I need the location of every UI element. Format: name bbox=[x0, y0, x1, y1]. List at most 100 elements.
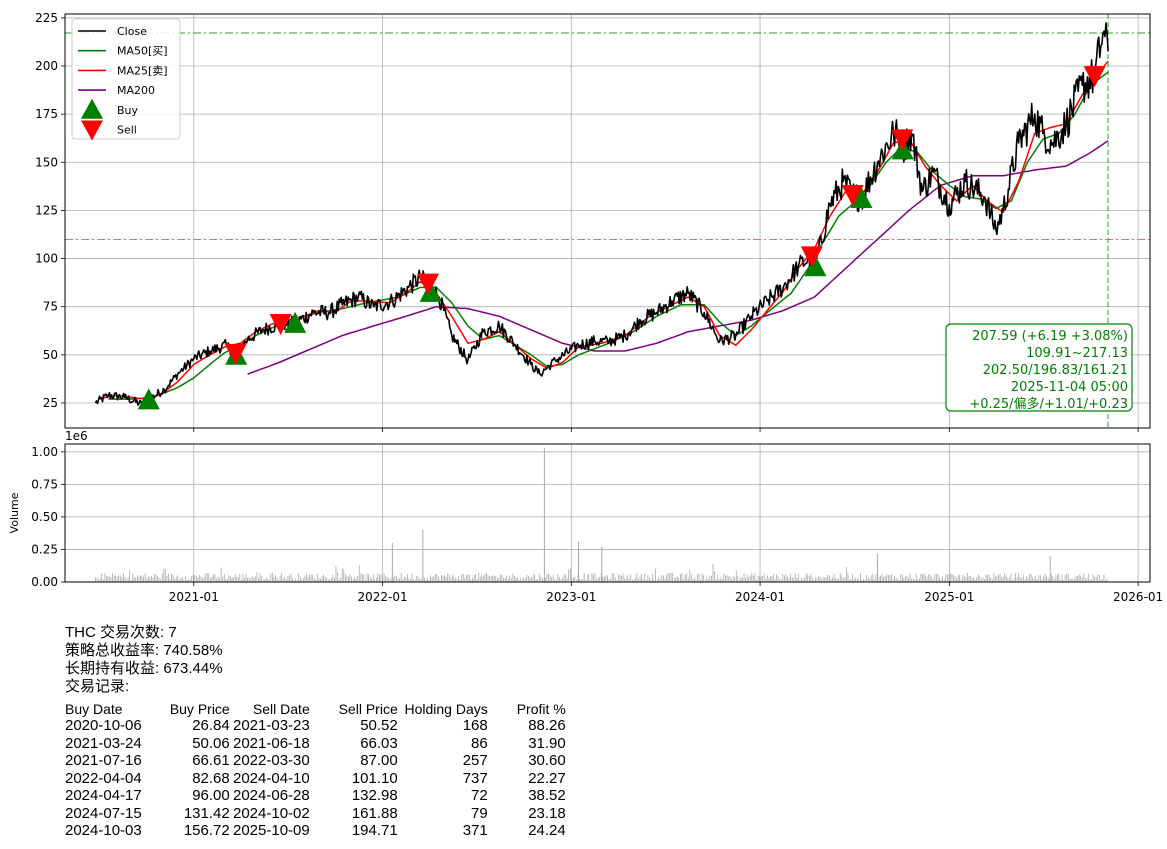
table-cell: 50.06 bbox=[192, 734, 230, 752]
volume-offset-text: 1e6 bbox=[65, 429, 88, 443]
table-cell: 2021-03-23 bbox=[233, 717, 310, 735]
table-cell: 72 bbox=[471, 787, 488, 805]
table-cell: 79 bbox=[471, 804, 488, 822]
legend-sell-swatch bbox=[81, 120, 103, 141]
quote-annotation: 207.59 (+6.19 +3.08%) 109.91~217.13 202.50… bbox=[945, 323, 1133, 412]
volume-y-tick-label: 0.50 bbox=[31, 510, 58, 524]
table-cell: 2021-07-16 bbox=[65, 752, 142, 770]
table-cell: 257 bbox=[462, 752, 488, 770]
table-cell: 2024-10-03 bbox=[65, 822, 142, 840]
legend-close-label: Close bbox=[117, 25, 147, 38]
volume-panel: 0.00 0.25 0.50 0.75 1.00 2021-01 2022-01 2023-0… bbox=[8, 429, 1163, 604]
table-cell: 2024-04-10 bbox=[233, 769, 310, 787]
header-holding-days: Holding Days bbox=[404, 700, 488, 717]
table-cell: 2024-04-17 bbox=[65, 787, 142, 805]
price-y-tick-label: 200 bbox=[35, 59, 58, 73]
table-cell: 24.24 bbox=[528, 822, 566, 840]
table-cell: 23.18 bbox=[528, 804, 566, 822]
legend-box bbox=[71, 18, 181, 140]
table-cell: 2024-06-28 bbox=[233, 787, 310, 805]
header-buy-price: Buy Price bbox=[169, 700, 230, 717]
table-cell: 96.00 bbox=[192, 787, 230, 805]
strategy-summary: THC 交易次数: 7 策略总收益率: 740.58% 长期持有收益: 673.… bbox=[65, 624, 223, 696]
volume-bars bbox=[95, 447, 1108, 582]
quote-annotation-line: 202.50/196.83/161.21 bbox=[983, 363, 1128, 378]
table-cell: 371 bbox=[462, 822, 488, 840]
table-cell: 132.98 bbox=[351, 787, 398, 805]
sell-marker bbox=[891, 129, 914, 151]
price-y-tick-label: 225 bbox=[35, 11, 58, 25]
volume-x-tick-label: 2021-01 bbox=[169, 590, 219, 604]
legend-buy-label: Buy bbox=[117, 104, 139, 117]
trade-log-table: Buy Date Buy Price Sell Date Sell Price … bbox=[65, 700, 566, 840]
volume-x-tick-label: 2025-01 bbox=[924, 590, 974, 604]
price-y-tick-label: 175 bbox=[35, 107, 58, 121]
quote-annotation-line: 207.59 (+6.19 +3.08%) bbox=[972, 329, 1128, 344]
table-cell: 2022-03-30 bbox=[233, 752, 310, 770]
table-cell: 101.10 bbox=[351, 769, 398, 787]
chart-figure: 25 50 75 100 125 150 175 200 225 Close MA50[买] MA25… bbox=[8, 11, 1163, 604]
legend-ma200-label: MA200 bbox=[117, 84, 155, 97]
trade-count-line: THC 交易次数: 7 bbox=[65, 624, 177, 641]
volume-y-axis-label: Volume bbox=[8, 492, 21, 533]
header-sell-date: Sell Date bbox=[252, 700, 310, 717]
volume-y-tick-label: 0.00 bbox=[31, 575, 58, 589]
volume-x-tick-label: 2022-01 bbox=[357, 590, 407, 604]
table-cell: 50.52 bbox=[360, 717, 398, 735]
volume-x-tick-label: 2026-01 bbox=[1113, 590, 1163, 604]
table-cell: 168 bbox=[462, 717, 488, 735]
sell-marker bbox=[841, 185, 864, 207]
quote-annotation-box bbox=[945, 323, 1133, 412]
table-row: 2024-10-03 156.72 2025-10-09 194.71 371 24.24 bbox=[65, 822, 566, 840]
table-row: 2021-07-16 66.61 2022-03-30 87.00 257 30.60 bbox=[65, 752, 566, 770]
header-sell-price: Sell Price bbox=[338, 700, 398, 717]
buy-marker bbox=[804, 255, 827, 277]
quote-annotation-line: +0.25/偏多/+1.01/+0.23 bbox=[969, 396, 1128, 412]
table-cell: 2024-07-15 bbox=[65, 804, 142, 822]
table-cell: 31.90 bbox=[528, 734, 566, 752]
table-cell: 2021-03-24 bbox=[65, 734, 142, 752]
buy-marker bbox=[284, 311, 307, 333]
volume-x-tick-label: 2023-01 bbox=[546, 590, 596, 604]
table-cell: 30.60 bbox=[528, 752, 566, 770]
price-panel: 25 50 75 100 125 150 175 200 225 Close MA50[买] MA25… bbox=[35, 11, 1151, 432]
price-y-tick-label: 150 bbox=[35, 155, 58, 169]
table-cell: 82.68 bbox=[192, 769, 230, 787]
trade-log-heading: 交易记录: bbox=[65, 678, 130, 695]
ma50-line bbox=[108, 71, 1109, 400]
quote-annotation-line: 109.91~217.13 bbox=[1026, 346, 1128, 361]
sell-marker bbox=[800, 246, 823, 268]
price-y-tick-label: 25 bbox=[43, 396, 58, 410]
price-y-tick-label: 50 bbox=[43, 348, 58, 362]
table-cell: 2024-10-02 bbox=[233, 804, 310, 822]
strategy-return-line: 策略总收益率: 740.58% bbox=[65, 642, 223, 659]
table-cell: 2025-10-09 bbox=[233, 822, 310, 840]
sell-marker bbox=[224, 343, 247, 365]
legend-buy-swatch bbox=[81, 98, 103, 119]
table-cell: 88.26 bbox=[528, 717, 566, 735]
table-cell: 66.61 bbox=[192, 752, 230, 770]
table-cell: 22.27 bbox=[528, 769, 566, 787]
volume-axes-frame bbox=[64, 443, 1151, 583]
table-cell: 156.72 bbox=[183, 822, 230, 840]
legend-sell-label: Sell bbox=[117, 124, 137, 137]
volume-y-tick-label: 0.25 bbox=[31, 542, 58, 556]
table-cell: 2020-10-06 bbox=[65, 717, 142, 735]
price-y-tick-label: 125 bbox=[35, 203, 58, 217]
volume-x-tick-label: 2024-01 bbox=[735, 590, 785, 604]
table-cell: 38.52 bbox=[528, 787, 566, 805]
trade-log-header-row: Buy Date Buy Price Sell Date Sell Price … bbox=[65, 700, 566, 717]
table-cell: 26.84 bbox=[192, 717, 230, 735]
table-cell: 2022-04-04 bbox=[65, 769, 142, 787]
legend-ma25-label: MA25[卖] bbox=[117, 64, 168, 77]
table-row: 2024-04-17 96.00 2024-06-28 132.98 72 38.52 bbox=[65, 787, 566, 805]
table-cell: 194.71 bbox=[351, 822, 398, 840]
buy-hold-return-line: 长期持有收益: 673.44% bbox=[65, 660, 223, 677]
table-cell: 87.00 bbox=[360, 752, 398, 770]
table-cell: 131.42 bbox=[183, 804, 230, 822]
table-cell: 2021-06-18 bbox=[233, 734, 310, 752]
legend-ma50-label: MA50[买] bbox=[117, 45, 168, 58]
sell-marker bbox=[1083, 66, 1106, 88]
table-row: 2021-03-24 50.06 2021-06-18 66.03 86 31.90 bbox=[65, 735, 566, 753]
quote-annotation-line: 2025-11-04 05:00 bbox=[1011, 380, 1128, 395]
